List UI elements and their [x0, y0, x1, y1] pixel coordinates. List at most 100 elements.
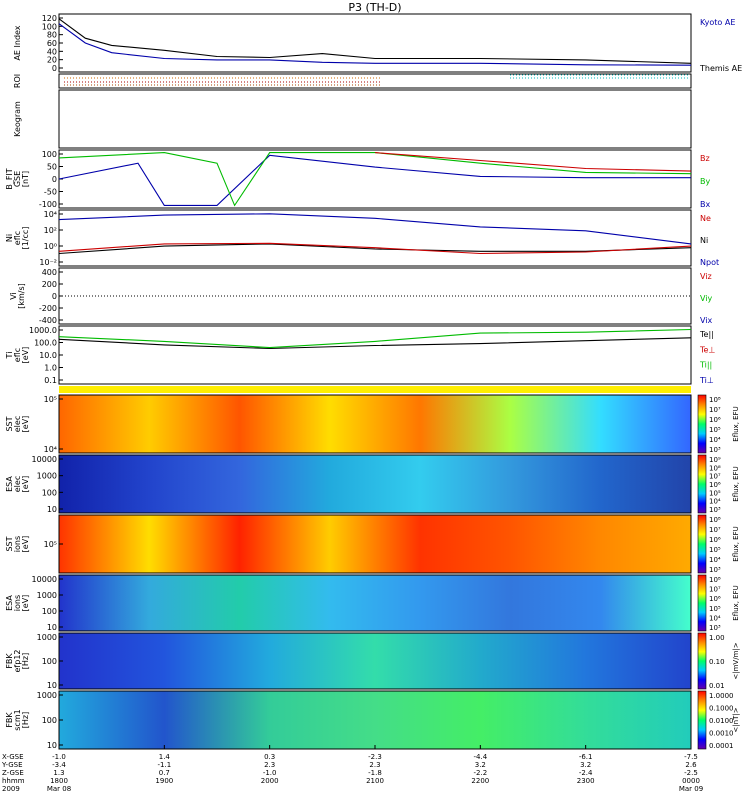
xaxis-value: -2.3 — [368, 753, 382, 761]
xaxis-value: 1800 — [50, 777, 68, 785]
panel-ylabel: ESA — [5, 476, 14, 492]
y-tick-label: 100 — [42, 607, 57, 616]
colorbar-tick: 10⁵ — [709, 546, 721, 554]
xaxis-value: -3.4 — [52, 761, 66, 769]
panel-ylabel: ESA — [5, 595, 14, 611]
legend-entry: By — [700, 177, 710, 186]
panel-keogram: Keogram — [13, 89, 692, 149]
colorbar-tick: 10⁷ — [709, 526, 721, 534]
legend-entry: Vix — [700, 316, 713, 325]
spectrogram-fbk_e — [59, 633, 691, 689]
y-tick-label: 10⁵ — [44, 540, 57, 549]
xaxis-value: 2300 — [577, 777, 595, 785]
y-tick-label: 200 — [42, 280, 57, 289]
legend-entry: Kyoto AE — [700, 18, 735, 27]
colorbar-tick: 10⁴ — [709, 498, 721, 506]
colorbar-tick: 10³ — [709, 506, 721, 514]
panel-ylabel: Vi — [9, 292, 18, 300]
panel-ylabel: ROI — [13, 74, 22, 88]
y-tick-label: 10.0 — [39, 351, 57, 360]
y-tick-label: -100 — [39, 200, 57, 209]
panel-ylabel: [eV] — [21, 347, 30, 364]
legend-entry: Npot — [700, 258, 719, 267]
series-bz — [374, 152, 692, 172]
panel-vi: Vi [km/s] 400 200 0 -200 -400 Viz Viy Vix — [9, 267, 713, 325]
y-tick-label: 10 — [47, 741, 57, 750]
xaxis-value: Mar 08 — [47, 785, 71, 793]
panel-frame — [58, 149, 692, 209]
panel-ylabel: [nT] — [21, 171, 30, 187]
colorbar-tick: 10⁶ — [709, 416, 721, 424]
colorbar-tick: 10⁹ — [709, 456, 721, 464]
panel-ylabel: eflc — [13, 348, 22, 362]
y-tick-label: 10⁵ — [44, 395, 57, 404]
panel-ylabel: [1/cc] — [21, 227, 30, 250]
panel-ylabel: Ti — [5, 352, 14, 360]
colorbar-tick: 10⁵ — [709, 605, 721, 613]
xaxis-value: 2.3 — [369, 761, 380, 769]
panel-ylabel: ions — [13, 536, 22, 552]
panel-ylabel: SST — [5, 416, 14, 431]
y-tick-label: -50 — [44, 188, 57, 197]
y-tick-label: 20 — [47, 56, 57, 65]
colorbar-tick: 1.00 — [709, 634, 725, 642]
panel-frame — [58, 89, 692, 149]
panel-sst_e: SST elec [eV] 10⁵ 10⁴ 10⁸ 10⁷ 10⁶ 10⁵ 10⁴ 10³ Eflux… — [5, 394, 740, 454]
xaxis-value: 2200 — [471, 777, 489, 785]
colorbar-tick: 10⁵ — [709, 426, 721, 434]
xaxis-row-label: X-GSE — [2, 753, 24, 761]
panel-frame — [58, 574, 692, 632]
y-tick-label: 1000 — [37, 633, 57, 642]
xaxis-value: -2.2 — [473, 769, 487, 777]
xaxis-value: 2.3 — [264, 761, 275, 769]
colorbar-tick: 10⁴ — [709, 436, 721, 444]
series-ti — [58, 328, 692, 349]
panel-ylabel: FBK — [5, 653, 14, 669]
legend-entry: Bx — [700, 200, 710, 209]
y-tick-label: 10² — [44, 226, 57, 235]
colorbar-tick: 10⁸ — [709, 576, 721, 584]
y-tick-label: 0.1 — [44, 376, 57, 385]
xaxis-value: 2100 — [366, 777, 384, 785]
colorbar-tick: 10⁸ — [709, 396, 721, 404]
panel-ylabel: [eV] — [21, 476, 30, 493]
legend-entry: Ne — [700, 214, 711, 223]
panel-ylabel: eflc — [13, 231, 22, 245]
y-tick-label: 100 — [42, 716, 57, 725]
xaxis-value: -7.5 — [684, 753, 698, 761]
panel-bfit: B_FIT GSE [nT] 100 50 0 -50 -100 Bz By Bx — [5, 149, 710, 209]
xaxis-value: 2000 — [261, 777, 279, 785]
panel-ylabel: scm1 — [13, 709, 22, 730]
colorbar — [697, 574, 707, 632]
colorbar-tick: 10⁶ — [709, 536, 721, 544]
panel-fbk_e: FBK efp12 [Hz] 1000 100 10 1.00 0.10 0.01 <|mV/m|… — [5, 632, 740, 690]
y-tick-label: 10 — [47, 505, 57, 514]
xaxis-row-label: Z-GSE — [2, 769, 24, 777]
panel-ylabel: B_FIT — [5, 168, 14, 189]
colorbar-tick: 1.0000 — [709, 692, 734, 700]
panel-ylabel: GSE — [13, 171, 22, 187]
y-tick-label: 60 — [47, 39, 57, 48]
y-tick-label: 1000 — [37, 472, 57, 481]
panel-ylabel: AE Index — [13, 25, 22, 60]
xaxis-value: 0.7 — [159, 769, 170, 777]
panel-ylabel: [eV] — [21, 595, 30, 612]
series-npot — [58, 213, 692, 245]
xaxis-value: 3.2 — [475, 761, 486, 769]
colorbar-tick: 0.01 — [709, 682, 725, 690]
colorbar-tick: 10³ — [709, 566, 721, 574]
colorbar-tick: 10⁸ — [709, 516, 721, 524]
panel-ylabel: [Hz] — [21, 712, 30, 728]
xaxis-value: -1.1 — [157, 761, 171, 769]
y-tick-label: -200 — [39, 304, 57, 313]
legend-entry: Ni — [700, 236, 708, 245]
xaxis-value: 0.3 — [264, 753, 275, 761]
panel-ylabel: [eV] — [21, 536, 30, 553]
panel-ylabel: FBK — [5, 712, 14, 728]
colorbar — [697, 690, 707, 750]
panel-ti: Ti eflc [eV] 1000.0 100.0 10.0 1.0 0.1 Te|| Te⊥ Ti… — [5, 325, 715, 385]
y-tick-label: 10⁴ — [44, 210, 57, 219]
y-tick-label: 40 — [47, 47, 57, 56]
colorbar-tick: 10³ — [709, 624, 721, 632]
